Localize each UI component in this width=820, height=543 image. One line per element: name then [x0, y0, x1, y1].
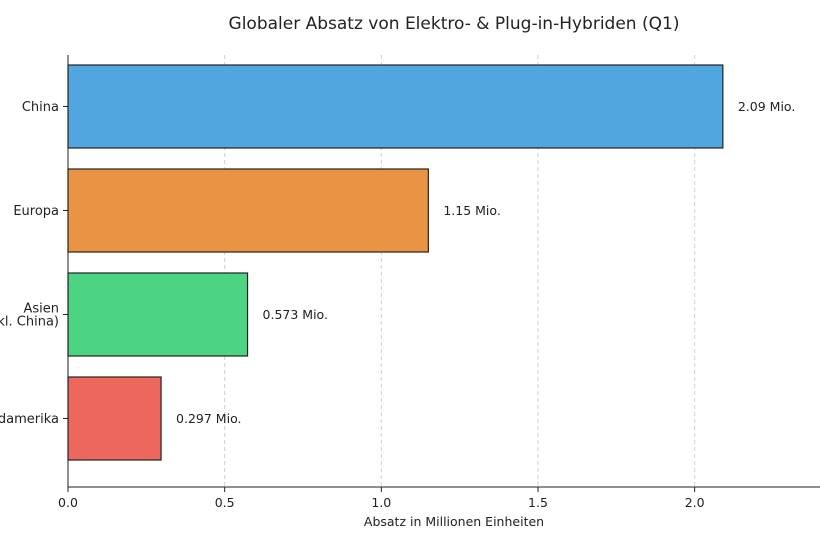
category-label: Asien — [23, 302, 59, 317]
value-label: 0.573 Mio. — [263, 307, 328, 322]
x-axis-label: Absatz in Millionen Einheiten — [364, 514, 544, 529]
chart-title: Globaler Absatz von Elektro- & Plug-in-H… — [229, 14, 680, 34]
category-label: Europa — [13, 204, 59, 219]
x-tick-label: 1.5 — [528, 495, 548, 510]
category-label: (exkl. China) — [0, 315, 59, 330]
x-tick-label: 2.0 — [685, 495, 705, 510]
ticks — [63, 106, 696, 492]
bars — [67, 64, 724, 461]
category-label: Nordamerika — [0, 412, 59, 427]
bar — [67, 168, 429, 253]
x-tick-label: 0.5 — [215, 495, 235, 510]
x-tick-label: 0.0 — [58, 495, 78, 510]
labels: 0.0 0.5 1.0 1.5 2.0 China 2.09 Mio. Europa 1.15 … — [0, 99, 795, 510]
bar — [67, 272, 249, 357]
value-label: 1.15 Mio. — [443, 203, 500, 218]
category-label: China — [22, 100, 59, 115]
value-label: 0.297 Mio. — [176, 411, 241, 426]
bar — [67, 376, 162, 461]
bar — [67, 64, 724, 149]
x-tick-label: 1.0 — [371, 495, 391, 510]
value-label: 2.09 Mio. — [738, 99, 795, 114]
